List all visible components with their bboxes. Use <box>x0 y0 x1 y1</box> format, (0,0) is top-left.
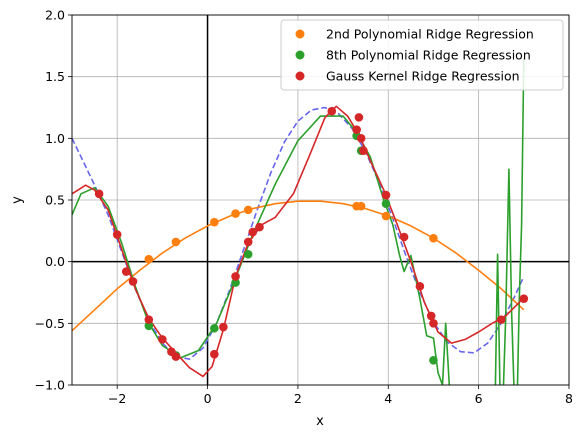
poly8-point-3 <box>231 278 240 287</box>
poly8-fit-line <box>72 115 451 385</box>
gauss-point-24 <box>496 315 506 324</box>
gauss-point-17 <box>356 134 366 143</box>
y-axis-ticks: −1.0 −0.5 0.0 0.5 1.0 1.5 2.0 <box>35 8 72 393</box>
poly2-fit-line <box>72 200 525 332</box>
poly8-fit-line-spike-3 <box>516 58 525 385</box>
gauss-point-14 <box>327 106 337 116</box>
gauss-point-12 <box>248 227 258 237</box>
gauss-point-22 <box>426 311 436 321</box>
y-axis-label: y <box>10 196 25 204</box>
poly8-fit-line-spike-1 <box>494 253 501 385</box>
x-tick-label-3: 4 <box>384 391 392 406</box>
gauss-point-23 <box>429 319 438 328</box>
poly2-point-1 <box>171 237 181 247</box>
poly2-point-6 <box>356 201 366 211</box>
gauss-point-15 <box>352 125 361 134</box>
gauss-kernel-fit-line <box>72 105 525 378</box>
poly2-point-7 <box>381 211 391 221</box>
gauss-point-20 <box>399 232 409 242</box>
gauss-point-11 <box>243 237 253 247</box>
gauss-point-13 <box>255 222 264 232</box>
x-axis-ticks: −2 0 2 4 6 8 <box>108 385 573 406</box>
y-tick-label-1: −0.5 <box>35 316 65 331</box>
legend-marker-red <box>295 71 305 81</box>
poly8-point-8 <box>429 356 438 365</box>
legend-marker-orange <box>295 29 305 39</box>
gauss-point-1 <box>112 230 122 239</box>
poly8-point-7 <box>381 199 391 208</box>
gauss-point-5 <box>158 335 167 344</box>
gauss-point-3 <box>128 277 138 286</box>
x-axis-label: x <box>316 414 324 429</box>
legend-box <box>280 19 564 91</box>
poly8-point-4 <box>243 249 253 259</box>
x-tick-label-0: −2 <box>108 391 126 406</box>
gauss-point-25 <box>519 294 529 303</box>
x-tick-label-1: 0 <box>204 391 212 406</box>
x-tick-label-2: 2 <box>294 391 302 406</box>
gauss-point-18 <box>359 146 368 155</box>
legend-marker-green <box>295 50 305 60</box>
poly2-point-2 <box>210 217 219 227</box>
legend-label-gauss-kernel: Gauss Kernel Ridge Regression <box>326 69 520 84</box>
fit-lines <box>72 58 525 385</box>
gauss-point-16 <box>354 113 364 122</box>
y-tick-label-3: 0.5 <box>45 193 65 208</box>
data-points <box>94 106 529 365</box>
legend-label-2nd-poly: 2nd Polynomial Ridge Regression <box>326 27 534 42</box>
x-tick-label-5: 8 <box>565 391 573 406</box>
legend: 2nd Polynomial Ridge Regression 8th Poly… <box>280 19 564 91</box>
gauss-point-2 <box>121 267 131 276</box>
poly8-point-0 <box>144 321 154 331</box>
poly2-point-4 <box>243 205 253 215</box>
zero-axis-lines <box>72 15 569 385</box>
poly8-point-2 <box>210 323 219 333</box>
y-tick-label-5: 1.5 <box>45 69 65 84</box>
poly2-point-0 <box>144 254 154 264</box>
y-tick-label-2: 0.0 <box>45 254 65 269</box>
gauss-point-0 <box>94 189 104 199</box>
y-tick-label-0: −1.0 <box>35 378 65 393</box>
poly8-fit-line-spike-2 <box>502 168 515 385</box>
gauss-point-9 <box>219 322 228 332</box>
legend-label-8th-poly: 8th Polynomial Ridge Regression <box>326 48 531 63</box>
y-tick-label-4: 1.0 <box>45 131 65 146</box>
x-tick-label-4: 6 <box>475 391 483 406</box>
poly2-point-8 <box>429 233 438 243</box>
y-tick-label-6: 2.0 <box>45 8 65 23</box>
gauss-point-19 <box>381 190 391 200</box>
gauss-point-10 <box>231 272 240 281</box>
gauss-point-8 <box>210 349 219 359</box>
gauss-point-4 <box>144 315 154 324</box>
poly2-point-3 <box>231 209 240 218</box>
gauss-point-21 <box>415 282 425 291</box>
gauss-point-7 <box>171 352 181 361</box>
